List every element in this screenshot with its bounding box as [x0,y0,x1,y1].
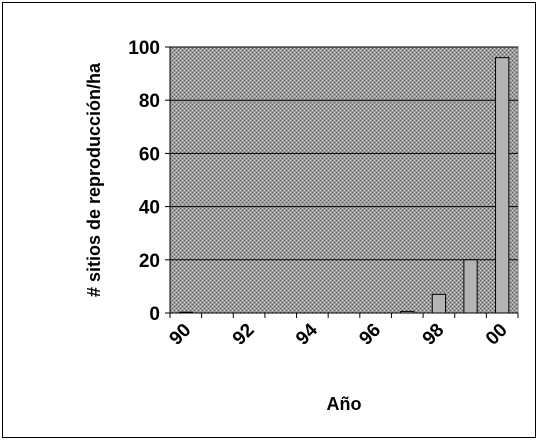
x-tick-label: 00 [482,320,512,350]
y-tick-labels: 0 20 40 60 80 100 [128,38,170,325]
y-tick-label: 0 [149,304,160,325]
x-tick-label: 92 [229,320,259,350]
y-tick-label: 40 [139,198,160,219]
y-tick-label: 60 [139,144,160,165]
x-tick-label: 98 [419,320,449,350]
bar-00 [495,57,510,314]
bar-98 [431,293,447,314]
bar-99 [463,259,478,314]
x-axis-title: Año [327,394,362,414]
y-tick-label: 80 [139,91,160,112]
x-tick-label: 96 [355,320,385,350]
plot-area [169,46,519,314]
x-tick-label: 90 [166,320,196,350]
gridlines [170,46,518,261]
x-tick-label: 94 [292,319,322,349]
x-tick-labels: 90 92 94 96 98 00 [166,313,519,350]
y-axis-title: # sitios de reproducción/ha [84,62,104,297]
y-tick-label: 20 [139,251,160,272]
y-tick-label: 100 [128,38,160,59]
